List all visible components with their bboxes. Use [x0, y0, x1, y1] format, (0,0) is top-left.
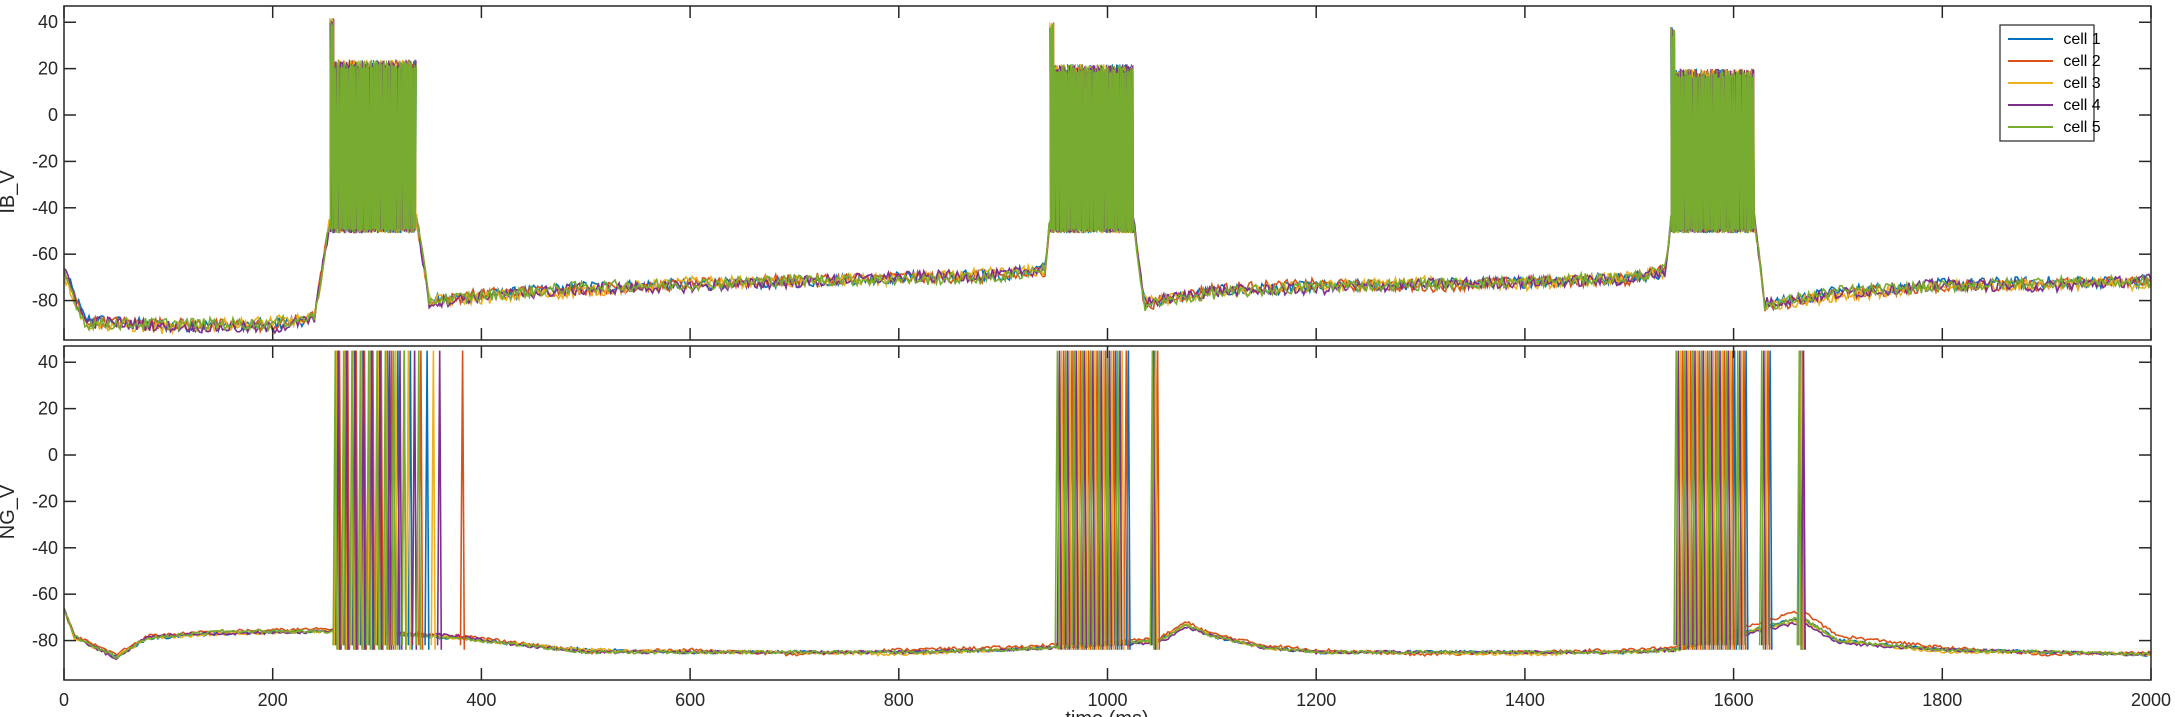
spike-mark: [397, 350, 403, 650]
legend-entry: cell 3: [2063, 75, 2100, 92]
xtick-label: 2000: [2131, 690, 2171, 710]
spike-mark: [1062, 350, 1069, 650]
spike-mark: [365, 350, 372, 650]
spike-mark: [1054, 350, 1060, 650]
spike-mark: [1698, 350, 1704, 650]
spike-mark: [1071, 350, 1077, 650]
spike-mark: [436, 350, 443, 650]
ytick-label: -20: [32, 491, 58, 511]
spike-mark: [357, 350, 363, 650]
ng-v-ylabel: NG_V: [0, 484, 19, 539]
plot-area: [64, 350, 2151, 661]
spike-mark: [1734, 350, 1741, 650]
burst-cell-5-1: [1049, 23, 1134, 234]
ytick-label: -80: [32, 291, 58, 311]
xtick-label: 1000: [1087, 690, 1127, 710]
spike-mark: [390, 350, 397, 650]
ytick-label: -40: [32, 538, 58, 558]
time-xlabel: time (ms): [1065, 708, 1148, 717]
spike-mark: [1123, 350, 1129, 650]
spike-mark: [424, 350, 430, 650]
xtick-label: 1800: [1922, 690, 1962, 710]
xtick-label: 1200: [1296, 690, 1336, 710]
ytick-label: -80: [32, 631, 58, 651]
ytick-label: -60: [32, 244, 58, 264]
xtick-label: 1400: [1505, 690, 1545, 710]
spike-mark: [382, 350, 388, 650]
xtick-label: 0: [59, 690, 69, 710]
ytick-label: -20: [32, 151, 58, 171]
spike-mark: [1758, 350, 1765, 650]
ytick-label: -60: [32, 584, 58, 604]
xtick-label: 600: [675, 690, 705, 710]
plot-area: [64, 18, 2151, 336]
spike-mark: [1673, 350, 1679, 650]
spike-mark: [1087, 350, 1094, 650]
xtick-label: 400: [466, 690, 496, 710]
ytick-label: 20: [38, 399, 58, 419]
spike-mark: [386, 350, 392, 650]
legend: cell 1 cell 2 cell 3 cell 4 cell 5: [1999, 24, 2101, 142]
spike-mark: [349, 350, 355, 650]
ytick-label: 20: [38, 59, 58, 79]
spike-mark: [1796, 350, 1802, 650]
spike-mark: [1115, 350, 1121, 650]
spike-mark: [340, 350, 347, 650]
spike-mark: [1681, 350, 1687, 650]
spike-mark: [459, 350, 466, 650]
legend-entry: cell 5: [2063, 119, 2100, 136]
ytick-label: -40: [32, 198, 58, 218]
spike-mark: [1096, 350, 1102, 650]
legend-entry: cell 2: [2063, 53, 2100, 70]
ytick-label: 40: [38, 352, 58, 372]
spike-mark: [405, 350, 411, 650]
burst-cell-5-0: [329, 18, 417, 234]
spike-mark: [1149, 350, 1155, 650]
legend-entry: cell 4: [2063, 97, 2100, 114]
spike-mark: [1690, 350, 1696, 650]
xtick-label: 800: [884, 690, 914, 710]
spike-mark: [1715, 350, 1721, 650]
burst-cell-5-2: [1670, 29, 1755, 234]
spike-mark: [1723, 350, 1729, 650]
spike-mark: [374, 350, 380, 650]
legend-entry: cell 1: [2063, 31, 2100, 48]
spike-mark: [1800, 350, 1806, 650]
spike-mark: [401, 350, 407, 650]
spike-mark: [1079, 350, 1085, 650]
spike-mark: [1706, 350, 1713, 650]
ib-v-ylabel: IB_V: [0, 170, 19, 214]
ytick-label: 0: [48, 105, 58, 125]
xtick-label: 200: [258, 690, 288, 710]
spike-mark: [332, 350, 338, 650]
ytick-label: 40: [38, 12, 58, 32]
spike-mark: [411, 350, 418, 650]
spike-mark: [1150, 350, 1156, 650]
xtick-label: 1600: [1714, 690, 1754, 710]
ytick-label: 0: [48, 445, 58, 465]
spike-mark: [415, 350, 422, 650]
spike-mark: [430, 350, 436, 650]
